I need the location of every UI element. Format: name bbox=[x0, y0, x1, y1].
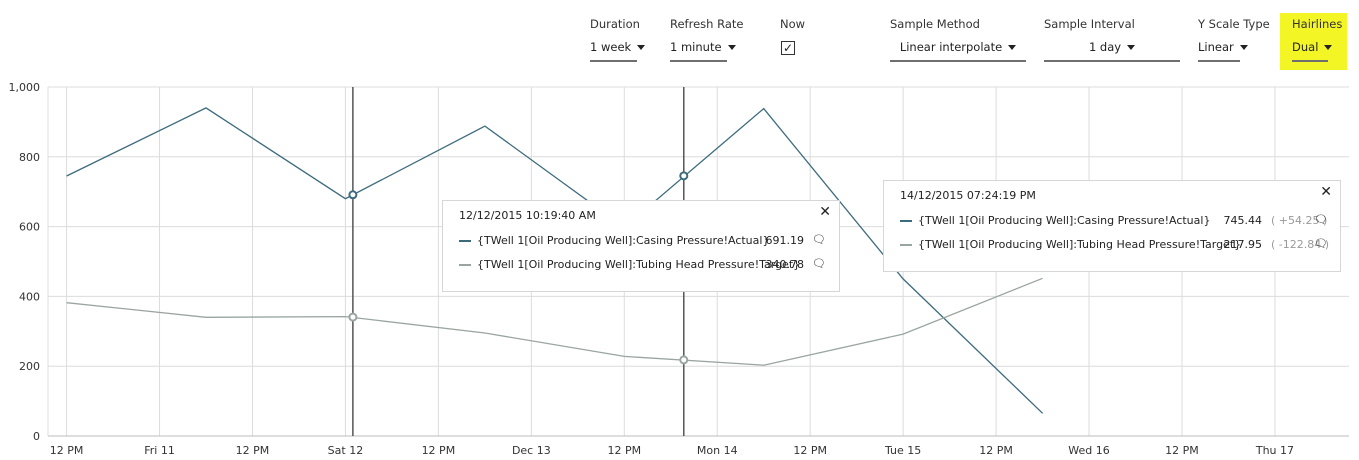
now-label: Now bbox=[780, 17, 806, 31]
duration-label: Duration bbox=[590, 17, 640, 31]
sample-method-dropdown[interactable]: Linear interpolate bbox=[890, 40, 1026, 62]
x-tick-label: Fri 11 bbox=[144, 444, 175, 457]
sample-method-value: Linear interpolate bbox=[899, 40, 1003, 54]
refresh-rate-value: 1 minute bbox=[670, 40, 722, 54]
refresh-rate-dropdown[interactable]: 1 minute bbox=[670, 40, 736, 62]
hairlines-label: Hairlines bbox=[1292, 17, 1343, 31]
series-line-1 bbox=[66, 107, 1044, 414]
x-tick-label: 12 PM bbox=[607, 444, 641, 457]
series-line-2 bbox=[66, 277, 1043, 366]
series-swatch bbox=[459, 264, 471, 266]
x-tick-label: Dec 13 bbox=[512, 444, 551, 457]
sample-interval-dropdown[interactable]: 1 day bbox=[1044, 40, 1180, 62]
hairlines-dropdown[interactable]: Dual bbox=[1292, 40, 1333, 62]
series-swatch bbox=[900, 244, 912, 246]
tooltip-value: 340.78 bbox=[765, 258, 805, 271]
now-checkbox[interactable]: ✓ bbox=[781, 41, 795, 55]
pin-icon[interactable]: 🗨 bbox=[812, 233, 826, 246]
y-tick-label: 600 bbox=[19, 221, 40, 234]
tooltip-value: 217.95 bbox=[1223, 238, 1263, 251]
tooltip-row: {TWell 1[Oil Producing Well]:Tubing Head… bbox=[459, 257, 829, 272]
y-tick-label: 200 bbox=[19, 360, 40, 373]
tooltip-row: {TWell 1[Oil Producing Well]:Tubing Head… bbox=[900, 237, 1330, 252]
sample-interval-value: 1 day bbox=[1088, 40, 1122, 54]
hairlines-value: Dual bbox=[1292, 40, 1319, 54]
tooltip-series-name: {TWell 1[Oil Producing Well]:Tubing Head… bbox=[477, 258, 801, 271]
x-tick-label: Tue 15 bbox=[884, 444, 921, 457]
duration-dropdown[interactable]: 1 week bbox=[590, 40, 646, 62]
pin-icon[interactable]: 🗨 bbox=[1314, 237, 1328, 250]
x-tick-label: 12 PM bbox=[979, 444, 1013, 457]
x-tick-label: 12 PM bbox=[422, 444, 456, 457]
tooltip-row: {TWell 1[Oil Producing Well]:Casing Pres… bbox=[459, 233, 829, 248]
tooltip-timestamp: 14/12/2015 07:24:19 PM bbox=[900, 189, 1036, 202]
chevron-down-icon bbox=[1324, 45, 1333, 50]
chevron-down-icon bbox=[727, 45, 736, 50]
chevron-down-icon bbox=[637, 45, 646, 50]
chevron-down-icon bbox=[1008, 45, 1017, 50]
tooltip-value: 745.44 bbox=[1223, 214, 1263, 227]
y-scale-type-label: Y Scale Type bbox=[1198, 17, 1270, 31]
y-tick-label: 0 bbox=[33, 430, 40, 443]
close-icon[interactable]: ✕ bbox=[819, 204, 831, 220]
y-tick-label: 400 bbox=[19, 290, 40, 303]
y-scale-type-dropdown[interactable]: Linear bbox=[1198, 40, 1248, 62]
tooltip-delta: ( +54.25 ) bbox=[1271, 214, 1328, 227]
hairline-marker[interactable] bbox=[348, 190, 358, 200]
hairline-marker[interactable] bbox=[679, 171, 689, 181]
x-tick-label: 12 PM bbox=[236, 444, 270, 457]
tooltip-series-name: {TWell 1[Oil Producing Well]:Casing Pres… bbox=[918, 214, 1211, 227]
duration-value: 1 week bbox=[590, 40, 632, 54]
tooltip-timestamp: 12/12/2015 10:19:40 AM bbox=[459, 209, 596, 222]
tooltip-series-name: {TWell 1[Oil Producing Well]:Tubing Head… bbox=[918, 238, 1242, 251]
close-icon[interactable]: ✕ bbox=[1320, 184, 1332, 200]
pin-icon[interactable]: 🗨 bbox=[812, 257, 826, 270]
tooltip-series-name: {TWell 1[Oil Producing Well]:Casing Pres… bbox=[477, 234, 770, 247]
series-swatch bbox=[900, 220, 912, 222]
y-tick-label: 800 bbox=[19, 151, 40, 164]
tooltip-delta: ( -122.84 ) bbox=[1271, 238, 1330, 251]
tooltip-value: 691.19 bbox=[765, 234, 805, 247]
series-swatch bbox=[459, 240, 471, 242]
x-tick-label: 12 PM bbox=[1165, 444, 1199, 457]
x-tick-label: Mon 14 bbox=[697, 444, 738, 457]
sample-method-label: Sample Method bbox=[890, 17, 980, 31]
hairline-tooltip-2: 14/12/2015 07:24:19 PM ✕ {TWell 1[Oil Pr… bbox=[883, 180, 1341, 272]
pin-icon[interactable]: 🗨 bbox=[1314, 213, 1328, 226]
y-tick-label: 1,000 bbox=[9, 81, 41, 94]
chevron-down-icon bbox=[1127, 45, 1136, 50]
refresh-rate-label: Refresh Rate bbox=[670, 17, 744, 31]
sample-interval-label: Sample Interval bbox=[1044, 17, 1135, 31]
hairline-marker[interactable] bbox=[348, 312, 358, 322]
x-tick-label: Wed 16 bbox=[1068, 444, 1109, 457]
x-tick-label: Thu 17 bbox=[1255, 444, 1294, 457]
y-scale-type-value: Linear bbox=[1198, 40, 1234, 54]
hairline-marker[interactable] bbox=[679, 355, 689, 365]
tooltip-row: {TWell 1[Oil Producing Well]:Casing Pres… bbox=[900, 213, 1330, 228]
hairline-tooltip-1: 12/12/2015 10:19:40 AM ✕ {TWell 1[Oil Pr… bbox=[442, 200, 840, 292]
chevron-down-icon bbox=[1239, 45, 1248, 50]
chart-toolbar: Duration 1 week Refresh Rate 1 minute No… bbox=[0, 0, 1359, 75]
x-tick-label: 12 PM bbox=[793, 444, 827, 457]
x-tick-label: 12 PM bbox=[50, 444, 84, 457]
x-tick-label: Sat 12 bbox=[328, 444, 364, 457]
